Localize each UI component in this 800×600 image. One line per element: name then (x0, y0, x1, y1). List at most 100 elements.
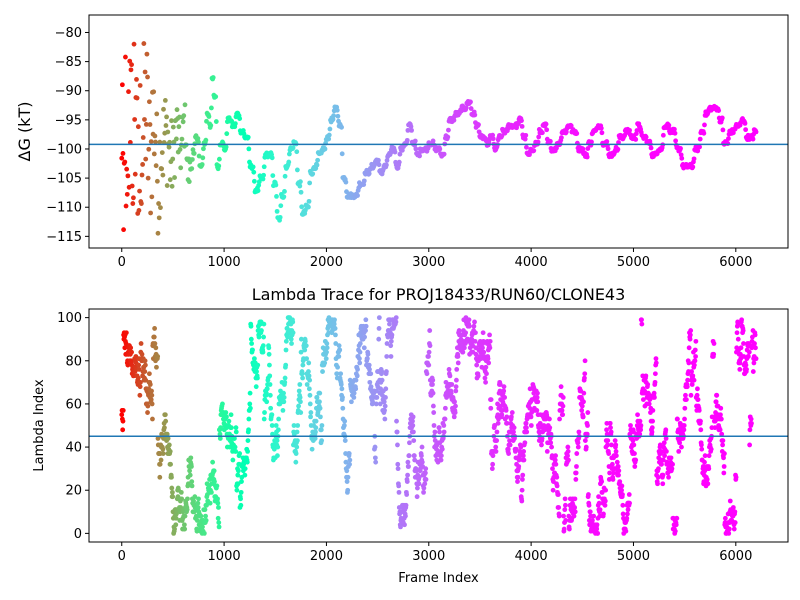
y-tick-label: 100 (57, 311, 82, 326)
lambda-point (281, 399, 287, 405)
lambda-point (299, 371, 305, 377)
delta-g-point (397, 151, 403, 157)
lambda-point (236, 468, 241, 474)
lambda-point (520, 453, 526, 459)
lambda-point (643, 373, 649, 379)
delta-g-point (648, 145, 654, 151)
lambda-point (699, 446, 705, 452)
lambda-point (582, 375, 587, 381)
lambda-point (376, 336, 382, 342)
delta-g-point (522, 136, 528, 142)
lambda-point (267, 382, 273, 387)
x-tick-label: 4000 (515, 549, 548, 564)
lambda-point (638, 423, 644, 428)
lambda-point (681, 423, 687, 428)
lambda-point (684, 384, 690, 390)
delta-g-point (408, 124, 414, 129)
lambda-point (430, 390, 436, 396)
lambda-point (639, 317, 644, 323)
lambda-point (357, 341, 363, 346)
x-tick-label: 2000 (310, 255, 343, 270)
lambda-point (223, 410, 229, 415)
lambda-point (623, 528, 629, 534)
delta-g-point (158, 205, 163, 211)
lambda-point (379, 369, 385, 374)
delta-g-point (417, 153, 422, 159)
lambda-point (583, 444, 589, 450)
lambda-point (499, 412, 505, 418)
lambda-point (238, 496, 243, 502)
delta-g-point (164, 114, 169, 120)
lambda-point (438, 453, 444, 459)
lambda-point (153, 345, 159, 351)
delta-g-point (189, 157, 195, 162)
lambda-point (317, 405, 323, 411)
lambda-point (402, 522, 407, 528)
delta-g-point (251, 169, 257, 175)
lambda-point (484, 371, 489, 377)
lambda-point (148, 397, 154, 403)
lambda-point (606, 451, 612, 456)
delta-g-point (154, 178, 160, 184)
lambda-point (160, 446, 166, 452)
lambda-point (182, 513, 188, 519)
lambda-point (347, 457, 353, 463)
lambda-point (619, 487, 624, 493)
delta-g-point (126, 89, 131, 95)
delta-g-point (191, 151, 197, 156)
delta-g-point (143, 122, 149, 127)
lambda-point (455, 360, 461, 366)
lambda-point (343, 459, 349, 465)
lambda-point (602, 502, 608, 508)
lambda-point (493, 444, 499, 450)
lambda-point (726, 526, 732, 532)
lambda-point (306, 373, 312, 379)
x-tick-label: 2000 (310, 549, 343, 564)
lambda-point (346, 451, 352, 456)
delta-g-point (129, 62, 134, 68)
lambda-point (232, 444, 238, 450)
lambda-point (645, 382, 651, 387)
lambda-point (150, 416, 155, 422)
lambda-point (281, 395, 287, 400)
delta-g-point (251, 178, 257, 184)
lambda-point (137, 392, 143, 398)
lambda-point (649, 425, 655, 431)
delta-g-point (274, 193, 279, 199)
delta-g-point (137, 188, 142, 194)
y-tick-label: 0 (74, 527, 82, 542)
lambda-point (393, 319, 399, 325)
lambda-point (466, 323, 472, 329)
lambda-point (607, 420, 613, 426)
lambda-point (374, 395, 380, 400)
lambda-point (149, 388, 154, 394)
lambda-point (146, 371, 152, 377)
lambda-point (376, 326, 382, 331)
x-tick-label: 5000 (617, 549, 650, 564)
delta-g-point (334, 107, 340, 113)
delta-g-point (339, 124, 344, 130)
lambda-point (267, 392, 273, 398)
delta-g-point (124, 191, 130, 197)
lambda-point (460, 349, 466, 355)
delta-g-point (199, 162, 205, 167)
lambda-point (599, 479, 605, 484)
lambda-point (494, 429, 500, 435)
lambda-point (395, 442, 400, 448)
lambda-point (353, 386, 359, 392)
lambda-point (587, 509, 593, 515)
delta-g-point (445, 134, 451, 140)
lambda-point (437, 429, 442, 435)
lambda-point (260, 343, 266, 349)
lambda-point (557, 416, 562, 422)
lambda-point (170, 494, 176, 500)
lambda-point (744, 367, 749, 372)
lambda-point (472, 338, 478, 344)
lambda-point (673, 522, 679, 528)
delta-g-point (134, 95, 140, 101)
lambda-point (519, 498, 525, 504)
delta-g-point (143, 156, 149, 162)
lambda-point (119, 412, 125, 418)
y-tick-label: −105 (46, 172, 82, 187)
lambda-point (282, 379, 288, 385)
